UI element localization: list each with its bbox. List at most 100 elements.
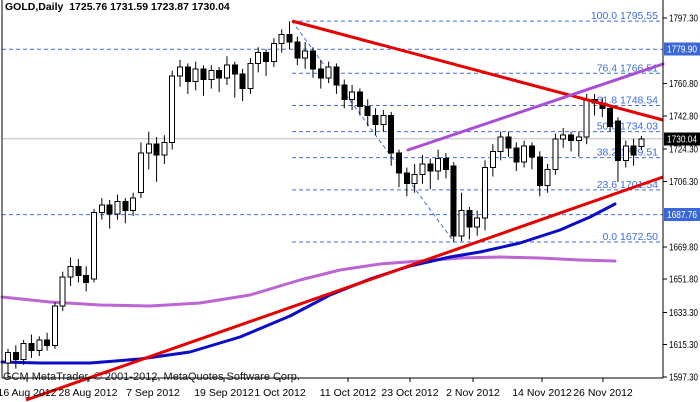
candle (208, 65, 215, 89)
date-tick-label: 7 Sep 2012 (126, 387, 180, 399)
candle-body-bear (263, 52, 270, 63)
candle (278, 29, 285, 53)
candle (560, 128, 567, 148)
candle-body-bear (200, 68, 207, 81)
candle (396, 149, 402, 188)
candle-body-bull (575, 136, 582, 142)
candle (83, 266, 90, 292)
candle-body-bear (450, 165, 457, 237)
date-tick-label: 16 Aug 2012 (0, 387, 57, 399)
candle (435, 149, 442, 181)
candle-body-bear (427, 163, 434, 172)
price-tick-label: 1615.30 (669, 340, 698, 351)
price-tick-label: 1742.80 (669, 111, 698, 122)
candle (286, 21, 293, 50)
candle-body-bull (169, 75, 176, 143)
candle-body-bear (317, 68, 324, 79)
candle (622, 140, 629, 168)
watermark: GCM MetaTrader, © 2001-2012, MetaQuotes … (3, 371, 300, 383)
candle-body-bear (356, 91, 363, 108)
candle-body-bear (505, 136, 512, 149)
candle (489, 144, 496, 177)
date-tick-label: 2 Nov 2012 (446, 387, 500, 399)
candle-body-bear (536, 156, 543, 187)
candle-body-bull (270, 43, 277, 63)
price-tick-label: 1760.80 (669, 79, 698, 90)
candle (177, 59, 184, 87)
candle (309, 47, 316, 78)
purple-ma-line[interactable] (0, 255, 617, 308)
candle-body-bear (106, 204, 113, 215)
candle-body-bull (497, 136, 504, 152)
candle (513, 142, 520, 172)
candle (427, 158, 434, 190)
candle-body-bull (36, 339, 43, 352)
price-tag (664, 208, 700, 222)
candle-body-bull (223, 64, 230, 79)
candle-body-bear (528, 145, 535, 158)
candle-body-bear (75, 265, 82, 276)
date-tick-label: 23 Oct 2012 (381, 387, 438, 399)
candle-body-bull (419, 163, 426, 176)
candle-body-bear (122, 201, 129, 212)
candle-body-bear (568, 134, 575, 142)
candle (575, 131, 582, 157)
candle-body-bear (309, 50, 316, 70)
chart-title: GOLD,Daily 1725.76 1731.59 1723.87 1730.… (5, 1, 230, 13)
candle-body-bear (83, 274, 90, 283)
candle-body-bull (325, 66, 332, 79)
candle (12, 345, 19, 369)
candle (442, 153, 449, 179)
candle-body-bear (286, 34, 293, 43)
date-tick-label: 19 Sep 2012 (194, 387, 254, 399)
candle (317, 59, 324, 89)
candle-body-bull (482, 167, 489, 219)
candle-body-bull (114, 201, 121, 215)
candle (169, 70, 176, 150)
candle (521, 140, 528, 168)
candle (200, 65, 207, 96)
candle (44, 332, 51, 351)
candle (372, 108, 379, 136)
candle (270, 38, 277, 68)
red-ascending-trendline[interactable] (25, 175, 664, 402)
candle-body-bear (466, 210, 473, 228)
purple-rising-trendline[interactable] (406, 62, 665, 152)
candle (450, 162, 457, 243)
candle-body-bull (247, 62, 254, 90)
candle (67, 257, 74, 287)
candle (255, 47, 262, 73)
candle-body-bear (364, 106, 371, 116)
candle-body-bear (28, 342, 35, 352)
candle-body-bear (12, 351, 19, 361)
candle-body-bull (255, 52, 262, 64)
red-descending-trendline[interactable] (291, 19, 664, 122)
symbol-period-label: GOLD,Daily (5, 1, 64, 13)
candle-body-bull (51, 305, 58, 346)
price-tag (664, 42, 700, 56)
candle-body-bull (474, 217, 481, 228)
candle (223, 56, 230, 85)
candle-body-bull (67, 265, 74, 278)
price-tick-label: 1724.30 (669, 145, 698, 156)
candle-body-bull (583, 98, 590, 138)
candle (497, 131, 504, 161)
candle (20, 339, 27, 366)
candle-body-bear (614, 120, 621, 161)
title-ohlc-values: 1725.76 1731.59 1723.87 1730.04 (69, 1, 230, 13)
price-tag-label: 1687.76 (667, 210, 697, 221)
date-tick-label: 26 Nov 2012 (573, 387, 633, 399)
candle (419, 154, 426, 184)
fib-base-trendline[interactable] (291, 20, 455, 243)
candle-body-bear (184, 66, 191, 82)
candle-body-bear (630, 145, 637, 156)
candle-body-bear (388, 114, 395, 154)
candle (294, 36, 301, 66)
fib-level-label: 0.0 1672.50 (603, 231, 659, 243)
candle (607, 104, 614, 132)
candle-body-bear (231, 64, 238, 75)
price-tick-label: 1597.30 (669, 373, 698, 384)
price-tick-label: 1706.30 (669, 177, 698, 188)
